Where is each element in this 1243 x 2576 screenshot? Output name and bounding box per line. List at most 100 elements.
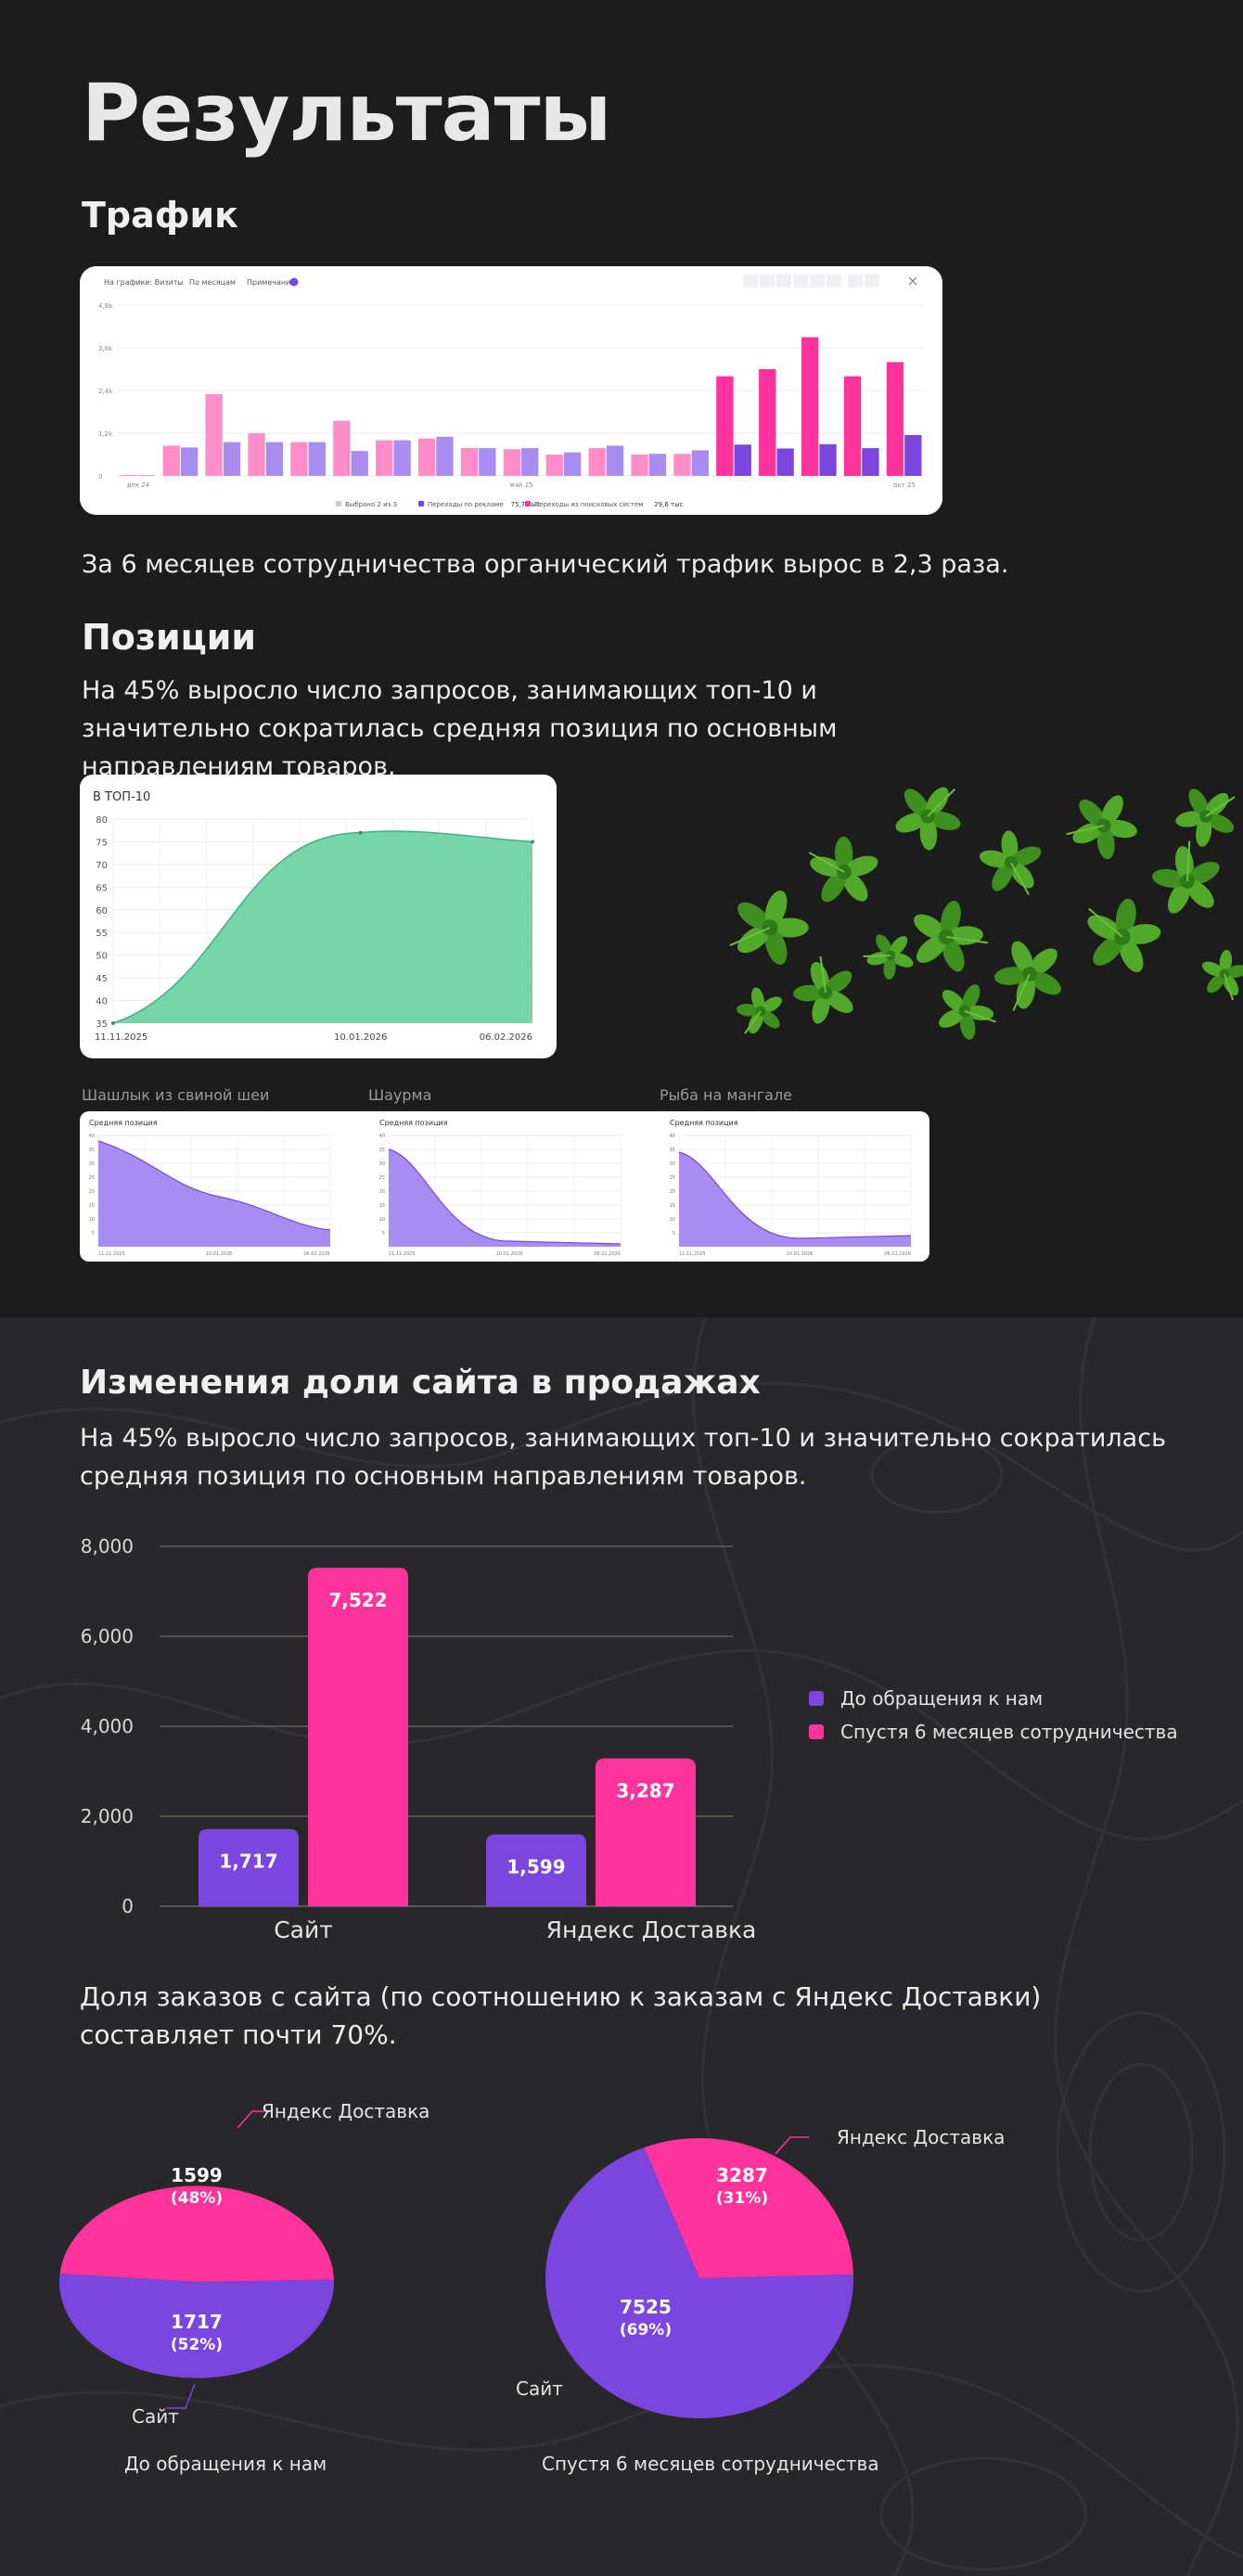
- sales-ytick: 4,000: [81, 1715, 134, 1737]
- traffic-legend-swatch: [418, 501, 424, 506]
- chart-type-table-button[interactable]: [827, 275, 841, 288]
- top10-ytick: 70: [96, 861, 108, 871]
- traffic-bar-search: [673, 454, 691, 476]
- share-text: Доля заказов с сайта (по соотношению к з…: [80, 1981, 1042, 2050]
- top10-point: [111, 1021, 115, 1025]
- parsley-leaf: [993, 941, 1061, 1011]
- avg-position-ytick: 20: [670, 1189, 675, 1195]
- top10-chart-card: В ТОП-10 35 40 45 50 55 60 65 70 75 80 11.11.2025 10…: [80, 775, 557, 1058]
- parsley-leaf: [1201, 950, 1243, 1001]
- pie-callout-line: [775, 2136, 809, 2155]
- avg-position-ytick: 25: [670, 1175, 675, 1181]
- traffic-xtick: май 25: [509, 481, 532, 489]
- traffic-bar-ads: [734, 444, 751, 476]
- traffic-bar-search: [376, 440, 393, 476]
- chart-type-bar-button[interactable]: [776, 275, 791, 288]
- top10-point: [358, 830, 363, 835]
- avg-position-ytick: 20: [379, 1189, 385, 1195]
- traffic-xtick: окт 25: [893, 481, 916, 489]
- top10-ytick: 65: [96, 883, 108, 893]
- avg-position-ytick: 5: [92, 1231, 95, 1237]
- parsley-image: [729, 787, 1243, 1040]
- parsley-leaf: [736, 987, 782, 1034]
- avg-position-ytick: 15: [670, 1203, 675, 1209]
- avg-position-area: [98, 1141, 330, 1247]
- avg-position-ytick: 35: [89, 1147, 95, 1153]
- chart-type-area-button[interactable]: [760, 275, 775, 288]
- pie-caption-after: Спустя 6 месяцев сотрудничества: [542, 2453, 879, 2475]
- avg-position-ytick: 15: [89, 1203, 95, 1209]
- avg-position-xtick: 11.11.2025: [389, 1251, 416, 1257]
- sales-bar-label: 7,522: [328, 1589, 387, 1611]
- small-chart-label-1: Шашлык из свиной шеи: [82, 1086, 270, 1104]
- traffic-dropdown-notes[interactable]: Примечания: [247, 278, 295, 287]
- traffic-toolbar: На графике: Визиты По месяцам Примечания: [104, 275, 917, 288]
- avg-position-charts: Средняя позиция 5 10 15 20 25 30 35 40 11.11.2025…: [89, 1119, 912, 1257]
- traffic-bar-ads: [308, 442, 326, 476]
- avg-position-ytick: 15: [379, 1203, 385, 1209]
- traffic-legend-label[interactable]: Переходы по рекламе: [428, 501, 504, 508]
- positions-title: Позиции: [82, 617, 257, 658]
- avg-position-xtick: 11.11.2025: [98, 1251, 125, 1257]
- scale-medium-button[interactable]: [865, 275, 879, 288]
- pie-slice-percent: (48%): [171, 2189, 223, 2208]
- sales-bar-label: 1,717: [219, 1851, 277, 1873]
- top10-ytick: 35: [96, 1019, 108, 1030]
- avg-position-area: [389, 1149, 621, 1247]
- expand-icon[interactable]: [908, 276, 917, 286]
- avg-position-title: Средняя позиция: [670, 1119, 738, 1127]
- traffic-ytick: 4,8k: [98, 302, 113, 310]
- sales-bar-label: 3,287: [616, 1780, 674, 1802]
- pie-charts: 1599 (48%) 1717 (52%) Яндекс Доставка Сайт 328…: [59, 2100, 1005, 2428]
- traffic-bar-search: [759, 369, 776, 476]
- sales-bar: [596, 1758, 696, 1906]
- traffic-dropdown-view[interactable]: На графике: Визиты: [104, 278, 184, 287]
- traffic-bar-search: [333, 420, 351, 476]
- chart-type-stacked-button[interactable]: [793, 275, 808, 288]
- traffic-bar-ads: [904, 434, 922, 476]
- traffic-bar-search: [843, 376, 862, 476]
- pie-slice-value: 7525: [620, 2296, 672, 2318]
- traffic-bar-ads: [351, 451, 368, 476]
- top10-xtick: 11.11.2025: [95, 1032, 147, 1043]
- sales-ytick: 8,000: [81, 1535, 134, 1557]
- scale-small-button[interactable]: [848, 275, 863, 288]
- avg-position-xtick: 10.01.2026: [496, 1251, 523, 1257]
- traffic-legend-label[interactable]: Переходы из поисковых систем: [534, 501, 644, 508]
- small-chart-label-3: Рыба на мангале: [660, 1086, 793, 1104]
- traffic-bar-ads: [563, 452, 582, 476]
- avg-position-ytick: 10: [670, 1217, 675, 1223]
- scale-large-button[interactable]: [881, 275, 896, 288]
- traffic-xtick: дек 24: [127, 481, 150, 489]
- pie-callout-label: Сайт: [516, 2377, 563, 2400]
- traffic-bar-ads: [223, 442, 241, 476]
- traffic-dropdown-period[interactable]: По месяцам: [189, 278, 236, 287]
- chart-type-line-button[interactable]: [743, 275, 758, 288]
- parsley-leaf: [863, 934, 914, 980]
- avg-position-line: [97, 1140, 331, 1231]
- avg-position-xtick: 06.02.2026: [303, 1251, 330, 1257]
- pie-slice-value: 1717: [171, 2311, 223, 2333]
- legend-swatch-after: [809, 1724, 824, 1739]
- sales-bar-label: 1,599: [506, 1855, 565, 1878]
- traffic-bar-ads: [606, 445, 624, 476]
- traffic-bar-ads: [521, 448, 539, 476]
- legend-swatch-before: [809, 1691, 824, 1706]
- pie-slice: [545, 2147, 853, 2419]
- avg-position-line: [388, 1148, 622, 1245]
- pie-caption-before: До обращения к нам: [124, 2453, 327, 2475]
- parsley-leaf: [914, 901, 988, 972]
- avg-position-ytick: 25: [379, 1175, 385, 1181]
- sales-bar-chart: 0 2,000 4,000 6,000 8,000 1,717 7,522 Сайт 1,599…: [81, 1535, 757, 1943]
- traffic-ytick: 1,2k: [98, 430, 113, 438]
- sales-category-label: Яндекс Доставка: [546, 1916, 757, 1943]
- top10-ytick: 50: [96, 952, 108, 962]
- parsley-leaf: [729, 891, 809, 965]
- avg-position-ytick: 25: [89, 1175, 95, 1181]
- traffic-legend-label[interactable]: Выбрано 2 из 3: [345, 501, 397, 508]
- parsley-leaf: [1087, 898, 1161, 973]
- avg-position-title: Средняя позиция: [89, 1119, 158, 1127]
- traffic-bar-search: [631, 455, 648, 476]
- parsley-leaf: [808, 836, 878, 903]
- chart-type-pie-button[interactable]: [810, 275, 825, 288]
